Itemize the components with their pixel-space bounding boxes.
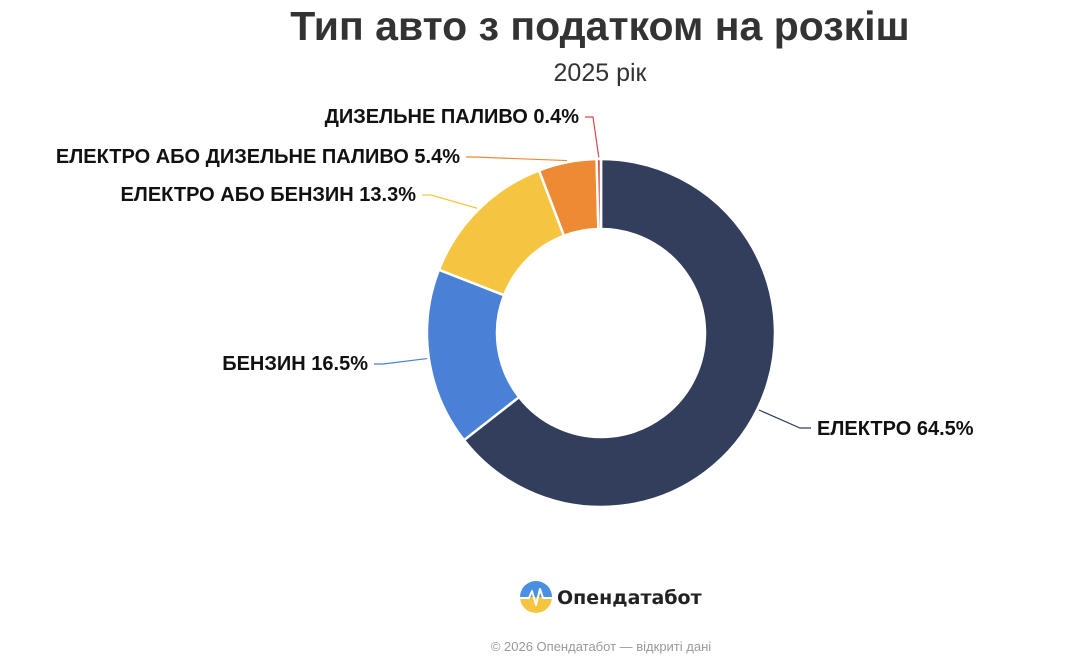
copyright-text: © 2026 Опендатабот — відкриті дані — [491, 639, 711, 654]
slice-label: ЕЛЕКТРО АБО ДИЗЕЛЬНЕ ПАЛИВО 5.4% — [56, 146, 460, 168]
slice-label: БЕНЗИН 16.5% — [222, 353, 368, 375]
leader-line — [585, 116, 600, 158]
slice-label: ДИЗЕЛЬНЕ ПАЛИВО 0.4% — [325, 106, 580, 128]
leader-line — [374, 357, 428, 365]
slice-labels: ЕЛЕКТРО 64.5% БЕНЗИН 16.5% ЕЛЕКТРО АБО БЕН… — [56, 106, 974, 440]
donut-slices — [425, 157, 777, 509]
leader-line — [422, 194, 478, 209]
chart-subtitle: 2025 рік — [554, 59, 648, 87]
slice-label: ЕЛЕКТРО АБО БЕНЗИН 13.3% — [120, 184, 416, 206]
chart-title: Тип авто з податком на розкіш — [290, 3, 909, 49]
donut-slice — [595, 157, 603, 231]
donut-slice — [462, 157, 777, 509]
leader-line — [466, 156, 568, 162]
opendatabot-logo-icon — [520, 581, 552, 613]
slice-label: ЕЛЕКТРО 64.5% — [817, 418, 974, 440]
leader-line — [758, 409, 811, 429]
brand-name: Опендатабот — [557, 587, 702, 609]
